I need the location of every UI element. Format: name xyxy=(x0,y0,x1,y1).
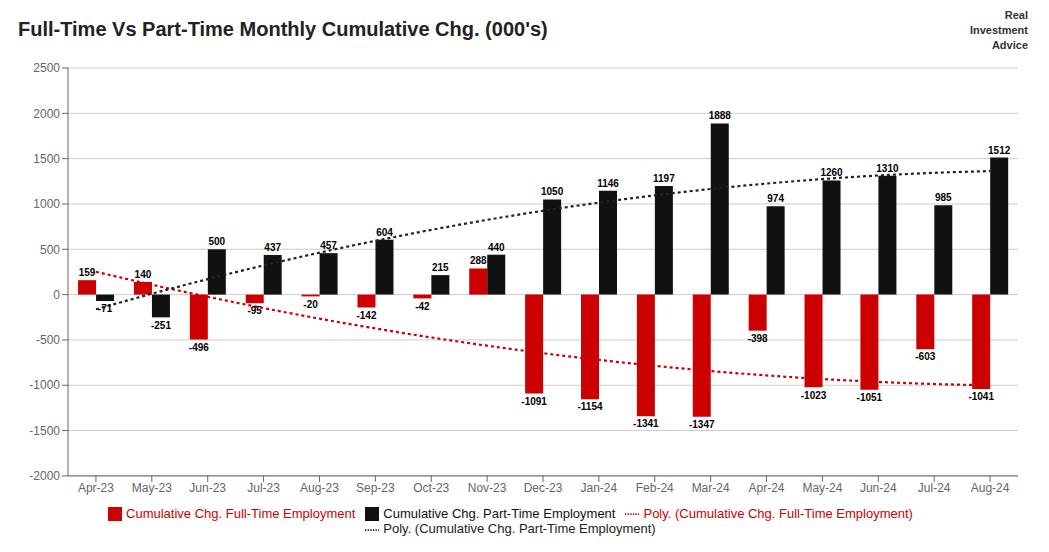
svg-text:Aug-23: Aug-23 xyxy=(300,481,339,495)
svg-text:Jul-23: Jul-23 xyxy=(247,481,280,495)
svg-text:1197: 1197 xyxy=(653,173,675,184)
svg-text:-1023: -1023 xyxy=(801,390,827,401)
svg-text:Dec-23: Dec-23 xyxy=(524,481,563,495)
svg-text:-398: -398 xyxy=(748,333,768,344)
svg-text:-1347: -1347 xyxy=(689,419,715,430)
svg-text:-1154: -1154 xyxy=(577,401,602,412)
html-text:Investment: Investment xyxy=(969,24,1028,36)
svg-text:440: 440 xyxy=(488,242,505,253)
svg-text:437: 437 xyxy=(264,242,281,253)
svg-text:-251: -251 xyxy=(151,320,171,331)
svg-text:1260: 1260 xyxy=(820,167,843,178)
svg-text:1500: 1500 xyxy=(33,152,60,166)
svg-text:-500: -500 xyxy=(36,333,60,347)
svg-text:Aug-24: Aug-24 xyxy=(971,481,1010,495)
svg-text:2500: 2500 xyxy=(33,61,60,75)
html-text:Poly. (Cumulative Chg. Full-Ti: Poly. (Cumulative Chg. Full-Time Employm… xyxy=(643,505,913,521)
svg-text:Sep-23: Sep-23 xyxy=(356,481,395,495)
svg-text:-95: -95 xyxy=(247,305,262,316)
svg-text:-142: -142 xyxy=(356,310,376,321)
svg-text:Jul-24: Jul-24 xyxy=(918,481,951,495)
svg-text:-496: -496 xyxy=(189,342,209,353)
svg-text:-603: -603 xyxy=(915,351,935,362)
svg-text:457: 457 xyxy=(320,240,337,251)
svg-text:Feb-24: Feb-24 xyxy=(636,481,674,495)
svg-text:-1000: -1000 xyxy=(29,378,60,392)
svg-text:1000: 1000 xyxy=(33,197,60,211)
svg-text:0: 0 xyxy=(53,288,60,302)
svg-text:974: 974 xyxy=(767,193,784,204)
html-text:Full-Time Vs Part-Time Monthly: Full-Time Vs Part-Time Monthly Cumulativ… xyxy=(18,18,548,40)
html-text:Cumulative Chg. Full-Time Empl: Cumulative Chg. Full-Time Employment xyxy=(126,505,356,521)
html-text:Cumulative Chg. Part-Time Empl: Cumulative Chg. Part-Time Employment xyxy=(383,505,616,521)
svg-text:215: 215 xyxy=(432,262,449,273)
svg-text:140: 140 xyxy=(135,269,152,280)
svg-text:Oct-23: Oct-23 xyxy=(413,481,449,495)
svg-text:-1051: -1051 xyxy=(857,392,883,403)
svg-text:Mar-24: Mar-24 xyxy=(692,481,730,495)
svg-text:500: 500 xyxy=(208,236,225,247)
svg-text:Jan-24: Jan-24 xyxy=(581,481,618,495)
svg-text:Apr-23: Apr-23 xyxy=(78,481,114,495)
svg-text:May-24: May-24 xyxy=(802,481,842,495)
html-text:Real: Real xyxy=(1004,9,1028,21)
svg-text:985: 985 xyxy=(935,192,952,203)
svg-text:1888: 1888 xyxy=(709,110,732,121)
svg-text:-1341: -1341 xyxy=(633,418,659,429)
svg-text:-20: -20 xyxy=(303,299,318,310)
svg-text:Jun-23: Jun-23 xyxy=(189,481,226,495)
svg-text:-71: -71 xyxy=(98,303,113,314)
html-text:Poly. (Cumulative Chg. Part-Ti: Poly. (Cumulative Chg. Part-Time Employm… xyxy=(383,521,656,537)
svg-text:Jun-24: Jun-24 xyxy=(860,481,897,495)
svg-text:1512: 1512 xyxy=(988,145,1011,156)
html-text:Advice: Advice xyxy=(991,39,1028,51)
svg-text:May-23: May-23 xyxy=(132,481,172,495)
svg-text:2000: 2000 xyxy=(33,107,60,121)
svg-text:-42: -42 xyxy=(415,301,430,312)
svg-text:-2000: -2000 xyxy=(29,469,60,483)
svg-text:288: 288 xyxy=(470,255,487,266)
svg-text:Apr-24: Apr-24 xyxy=(749,481,785,495)
svg-text:1050: 1050 xyxy=(541,186,564,197)
svg-text:-1091: -1091 xyxy=(521,396,547,407)
svg-text:1146: 1146 xyxy=(597,178,619,189)
svg-text:-1041: -1041 xyxy=(968,391,994,402)
svg-text:1310: 1310 xyxy=(876,163,899,174)
svg-text:500: 500 xyxy=(40,243,60,257)
svg-text:159: 159 xyxy=(79,267,96,278)
svg-text:Nov-23: Nov-23 xyxy=(468,481,507,495)
svg-text:-1500: -1500 xyxy=(29,424,60,438)
svg-text:604: 604 xyxy=(376,227,393,238)
